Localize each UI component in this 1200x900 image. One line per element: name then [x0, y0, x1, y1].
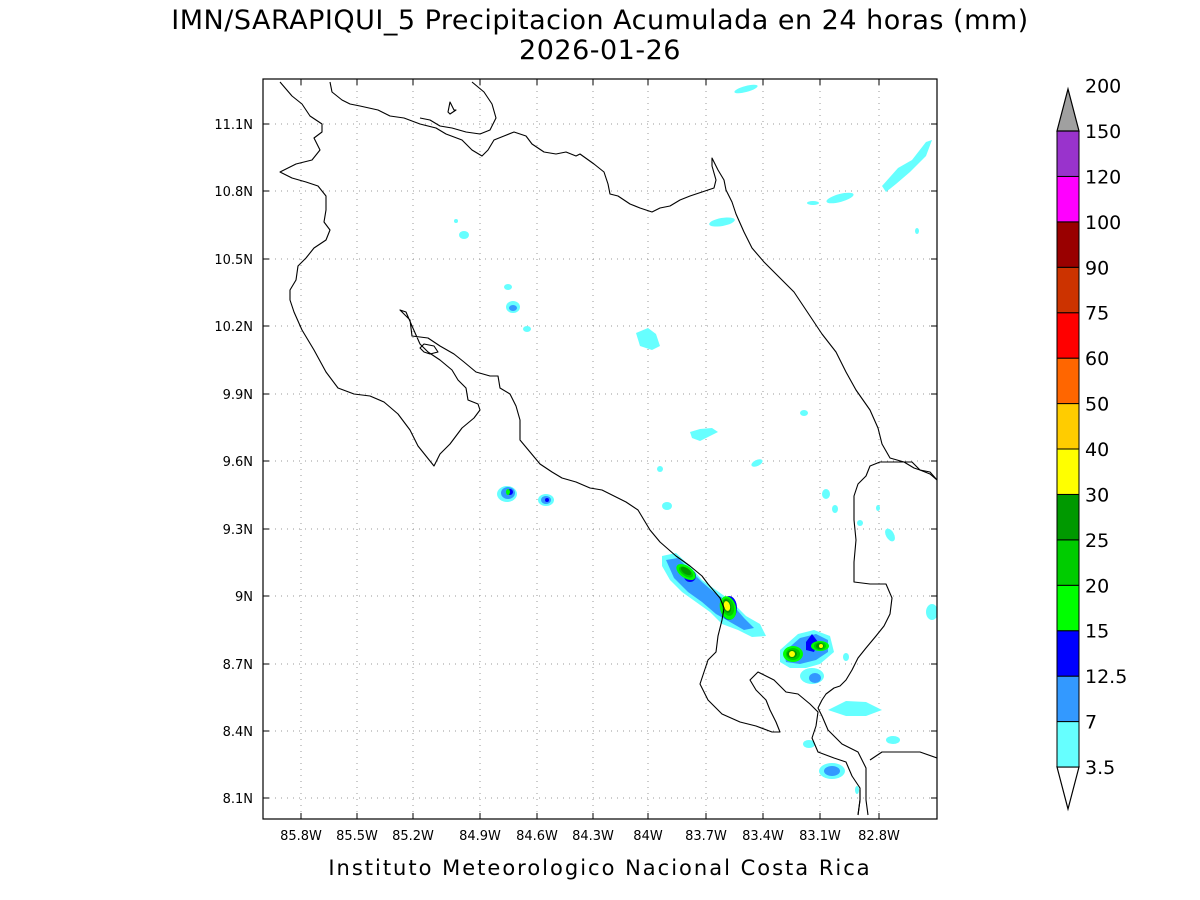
x-tick-label: 85.2W [392, 829, 434, 844]
legend-color-box [1056, 675, 1080, 723]
legend-label: 3.5 [1085, 757, 1115, 779]
y-axis: 11.1N 10.8N 10.5N 10.2N 9.9N 9.6N 9.3N 9N 8.7N 8.… [214, 118, 937, 807]
y-tick-label: 8.7N [223, 658, 253, 673]
y-tick-label: 10.5N [214, 253, 253, 268]
y-tick-label: 11.1N [214, 118, 253, 133]
legend-color-box [1056, 584, 1080, 632]
x-tick-label: 82.8W [858, 829, 900, 844]
map-frame [262, 78, 938, 820]
legend-under-triangle [1056, 766, 1080, 812]
x-tick-label: 85.5W [336, 829, 378, 844]
legend-color-box [1056, 357, 1080, 405]
legend-color-box [1056, 539, 1080, 586]
legend-label: 100 [1085, 212, 1121, 234]
map-title: IMN/SARAPIQUI_5 Precipitacion Acumulada … [171, 5, 1029, 36]
x-tick-label: 83.1W [799, 829, 841, 844]
legend-label: 60 [1085, 348, 1109, 370]
x-tick-label: 83.7W [685, 829, 727, 844]
legend-label: 120 [1085, 166, 1121, 188]
y-tick-label: 10.2N [214, 320, 253, 335]
legend-label: 200 [1085, 76, 1121, 98]
legend-label: 40 [1085, 439, 1109, 461]
y-tick-label: 10.8N [214, 185, 253, 200]
legend-label: 30 [1085, 484, 1109, 506]
legend-color-box [1056, 130, 1080, 177]
x-tick-label: 85.8W [280, 829, 322, 844]
legend-color-box [1056, 175, 1080, 223]
footer-credit: Instituto Meteorologico Nacional Costa R… [328, 856, 872, 880]
color-legend: 3.5 7 12.5 15 20 25 30 40 50 60 75 90 100 120 150 200 [1056, 76, 1127, 812]
y-tick-label: 9N [235, 590, 253, 605]
y-tick-label: 8.1N [223, 792, 253, 807]
legend-label: 7 [1085, 712, 1097, 734]
x-tick-label: 84W [633, 829, 663, 844]
legend-label: 15 [1085, 621, 1109, 643]
legend-label: 25 [1085, 530, 1109, 552]
coastline [279, 81, 937, 816]
legend-label: 12.5 [1085, 666, 1127, 688]
legend-color-box [1056, 493, 1080, 541]
legend-color-box [1056, 630, 1080, 677]
y-tick-label: 9.9N [223, 388, 253, 403]
legend-label: 90 [1085, 257, 1109, 279]
legend-color-box [1056, 312, 1080, 359]
legend-label: 75 [1085, 303, 1109, 325]
map-date: 2026-01-26 [519, 35, 681, 66]
legend-color-box [1056, 403, 1080, 450]
x-tick-label: 83.4W [742, 829, 784, 844]
legend-label: 20 [1085, 575, 1109, 597]
grid [263, 79, 937, 819]
legend-color-box [1056, 266, 1080, 314]
legend-label: 150 [1085, 121, 1121, 143]
legend-over-triangle [1056, 86, 1080, 132]
legend-label: 50 [1085, 394, 1109, 416]
legend-color-box [1056, 448, 1080, 495]
x-tick-label: 84.3W [572, 829, 614, 844]
precipitation-field [454, 84, 937, 794]
y-tick-label: 8.4N [223, 725, 253, 740]
legend-color-box [1056, 721, 1080, 768]
legend-color-box [1056, 221, 1080, 268]
x-tick-label: 84.6W [516, 829, 558, 844]
x-tick-label: 84.9W [459, 829, 501, 844]
y-tick-label: 9.3N [223, 523, 253, 538]
y-tick-label: 9.6N [223, 455, 253, 470]
x-axis: 85.8W 85.5W 85.2W 84.9W 84.6W 84.3W 84W 83.7W 83… [280, 79, 900, 844]
